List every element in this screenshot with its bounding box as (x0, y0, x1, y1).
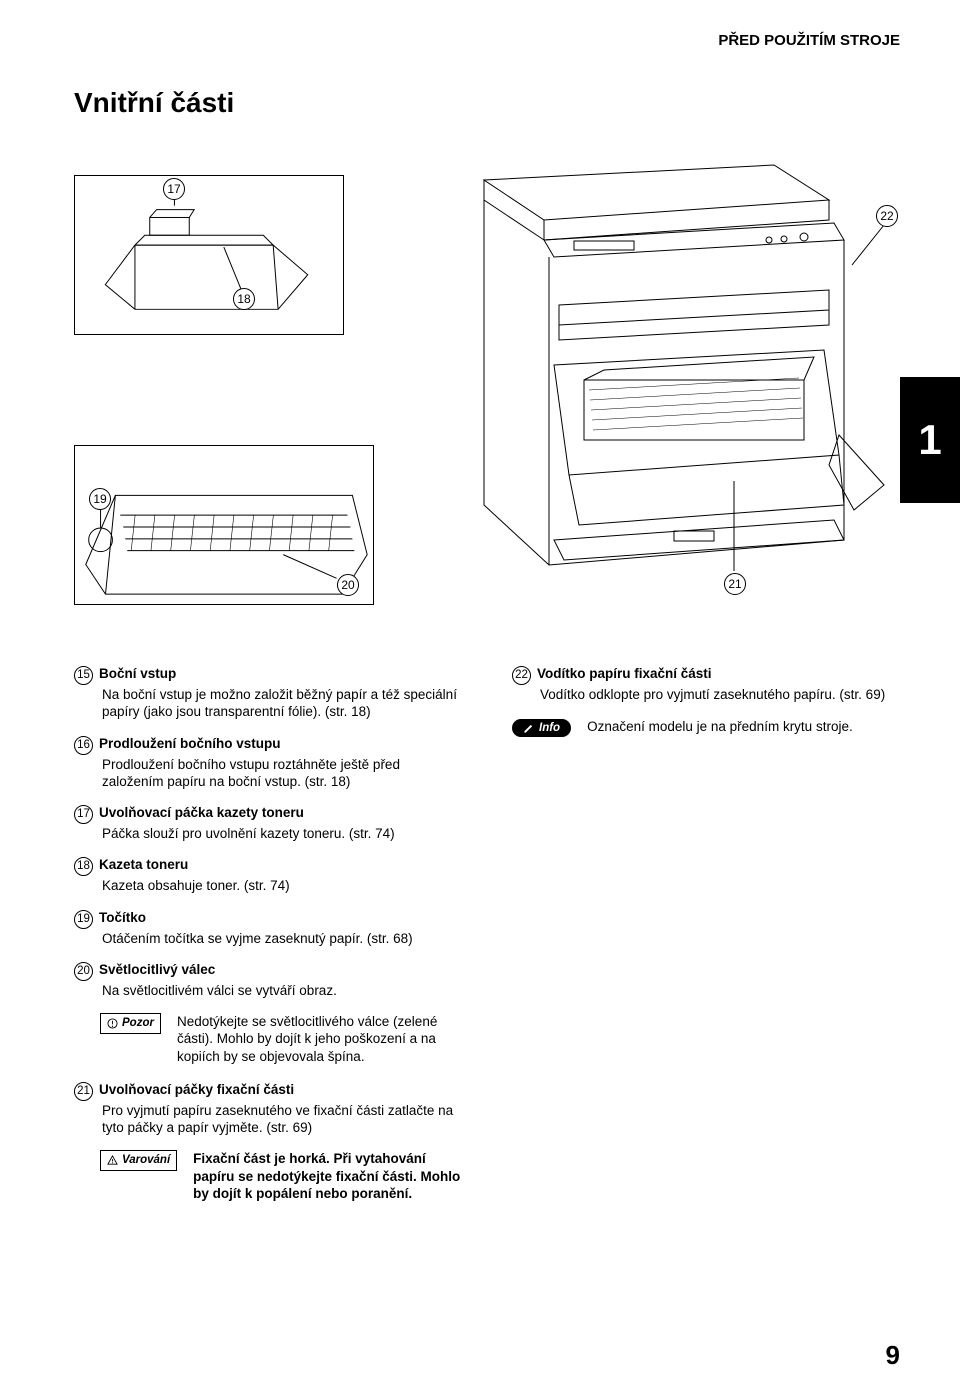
callout-18: 18 (233, 288, 255, 310)
page-header: PŘED POUŽITÍM STROJE (74, 32, 900, 49)
callout-22: 22 (876, 205, 898, 227)
info-label: Info (539, 722, 560, 734)
item-head-20: Světlocitlivý válec (99, 962, 215, 977)
item-head-19: Točítko (99, 910, 146, 925)
left-column: 15 Boční vstup Na boční vstup je možno za… (74, 665, 462, 1218)
item-22: 22 Vodítko papíru fixační části Vodítko o… (512, 665, 900, 703)
item-head-16: Prodloužení bočního vstupu (99, 736, 281, 751)
warning-icon (107, 1155, 118, 1166)
item-num-19: 19 (74, 910, 93, 929)
caution-label: Pozor (122, 1016, 154, 1031)
item-body-21: Pro vyjmutí papíru zaseknutého ve fixačn… (74, 1102, 462, 1137)
fuser-illustration (75, 446, 373, 604)
item-body-22: Vodítko odklopte pro vyjmutí zaseknutého… (512, 686, 900, 703)
item-15: 15 Boční vstup Na boční vstup je možno za… (74, 665, 462, 721)
caution-note: Pozor Nedotýkejte se světlocitlivého vál… (74, 1013, 462, 1065)
fuser-diagram: 19 20 (74, 445, 374, 605)
item-num-16: 16 (74, 736, 93, 755)
item-18: 18 Kazeta toneru Kazeta obsahuje toner. (… (74, 856, 462, 894)
item-head-15: Boční vstup (99, 666, 176, 681)
caution-tag: Pozor (100, 1013, 161, 1034)
callout-19: 19 (89, 488, 111, 510)
callout-17: 17 (163, 178, 185, 200)
item-body-20: Na světlocitlivém válci se vytváří obraz… (74, 982, 462, 999)
item-body-16: Prodloužení bočního vstupu roztáhněte je… (74, 756, 462, 791)
pencil-icon (523, 723, 534, 734)
info-tag: Info (512, 719, 571, 737)
item-16: 16 Prodloužení bočního vstupu Prodloužení… (74, 735, 462, 791)
item-head-18: Kazeta toneru (99, 857, 188, 872)
item-num-21: 21 (74, 1082, 93, 1101)
callout-21: 21 (724, 573, 746, 595)
info-text: Označení modelu je na předním krytu stro… (587, 719, 900, 734)
item-head-21: Uvolňovací páčky fixační části (99, 1082, 294, 1097)
right-column: 22 Vodítko papíru fixační části Vodítko o… (512, 665, 900, 1218)
item-17: 17 Uvolňovací páčka kazety toneru Páčka s… (74, 804, 462, 842)
item-num-17: 17 (74, 805, 93, 824)
toner-illustration (75, 176, 343, 334)
item-num-20: 20 (74, 962, 93, 981)
item-body-17: Páčka slouží pro uvolnění kazety toneru.… (74, 825, 462, 842)
callout-20: 20 (337, 574, 359, 596)
toner-diagram: 17 18 (74, 175, 344, 335)
warning-label: Varování (122, 1153, 170, 1168)
section-title: Vnitřní části (74, 87, 900, 119)
caution-icon (107, 1018, 118, 1029)
warning-text: Fixační část je horká. Při vytahování pa… (193, 1150, 462, 1202)
printer-illustration (374, 145, 894, 615)
warning-tag: Varování (100, 1150, 177, 1171)
item-body-15: Na boční vstup je možno založit běžný pa… (74, 686, 462, 721)
item-num-22: 22 (512, 666, 531, 685)
item-num-18: 18 (74, 857, 93, 876)
content-columns: 15 Boční vstup Na boční vstup je možno za… (74, 665, 900, 1218)
item-20: 20 Světlocitlivý válec Na světlocitlivém … (74, 961, 462, 999)
diagram-area: 1 17 18 (74, 145, 900, 625)
chapter-number: 1 (918, 416, 941, 464)
chapter-tab: 1 (900, 377, 960, 503)
item-head-22: Vodítko papíru fixační části (537, 666, 712, 681)
item-body-19: Otáčením točítka se vyjme zaseknutý papí… (74, 930, 462, 947)
item-num-15: 15 (74, 666, 93, 685)
page-number: 9 (886, 1340, 900, 1371)
warning-note: Varování Fixační část je horká. Při vyta… (74, 1150, 462, 1202)
caution-text: Nedotýkejte se světlocitlivého válce (ze… (177, 1013, 462, 1065)
info-note: Info Označení modelu je na předním krytu… (512, 719, 900, 737)
item-21: 21 Uvolňovací páčky fixační části Pro vyj… (74, 1081, 462, 1137)
item-body-18: Kazeta obsahuje toner. (str. 74) (74, 877, 462, 894)
item-19: 19 Točítko Otáčením točítka se vyjme zase… (74, 909, 462, 947)
item-head-17: Uvolňovací páčka kazety toneru (99, 805, 304, 820)
